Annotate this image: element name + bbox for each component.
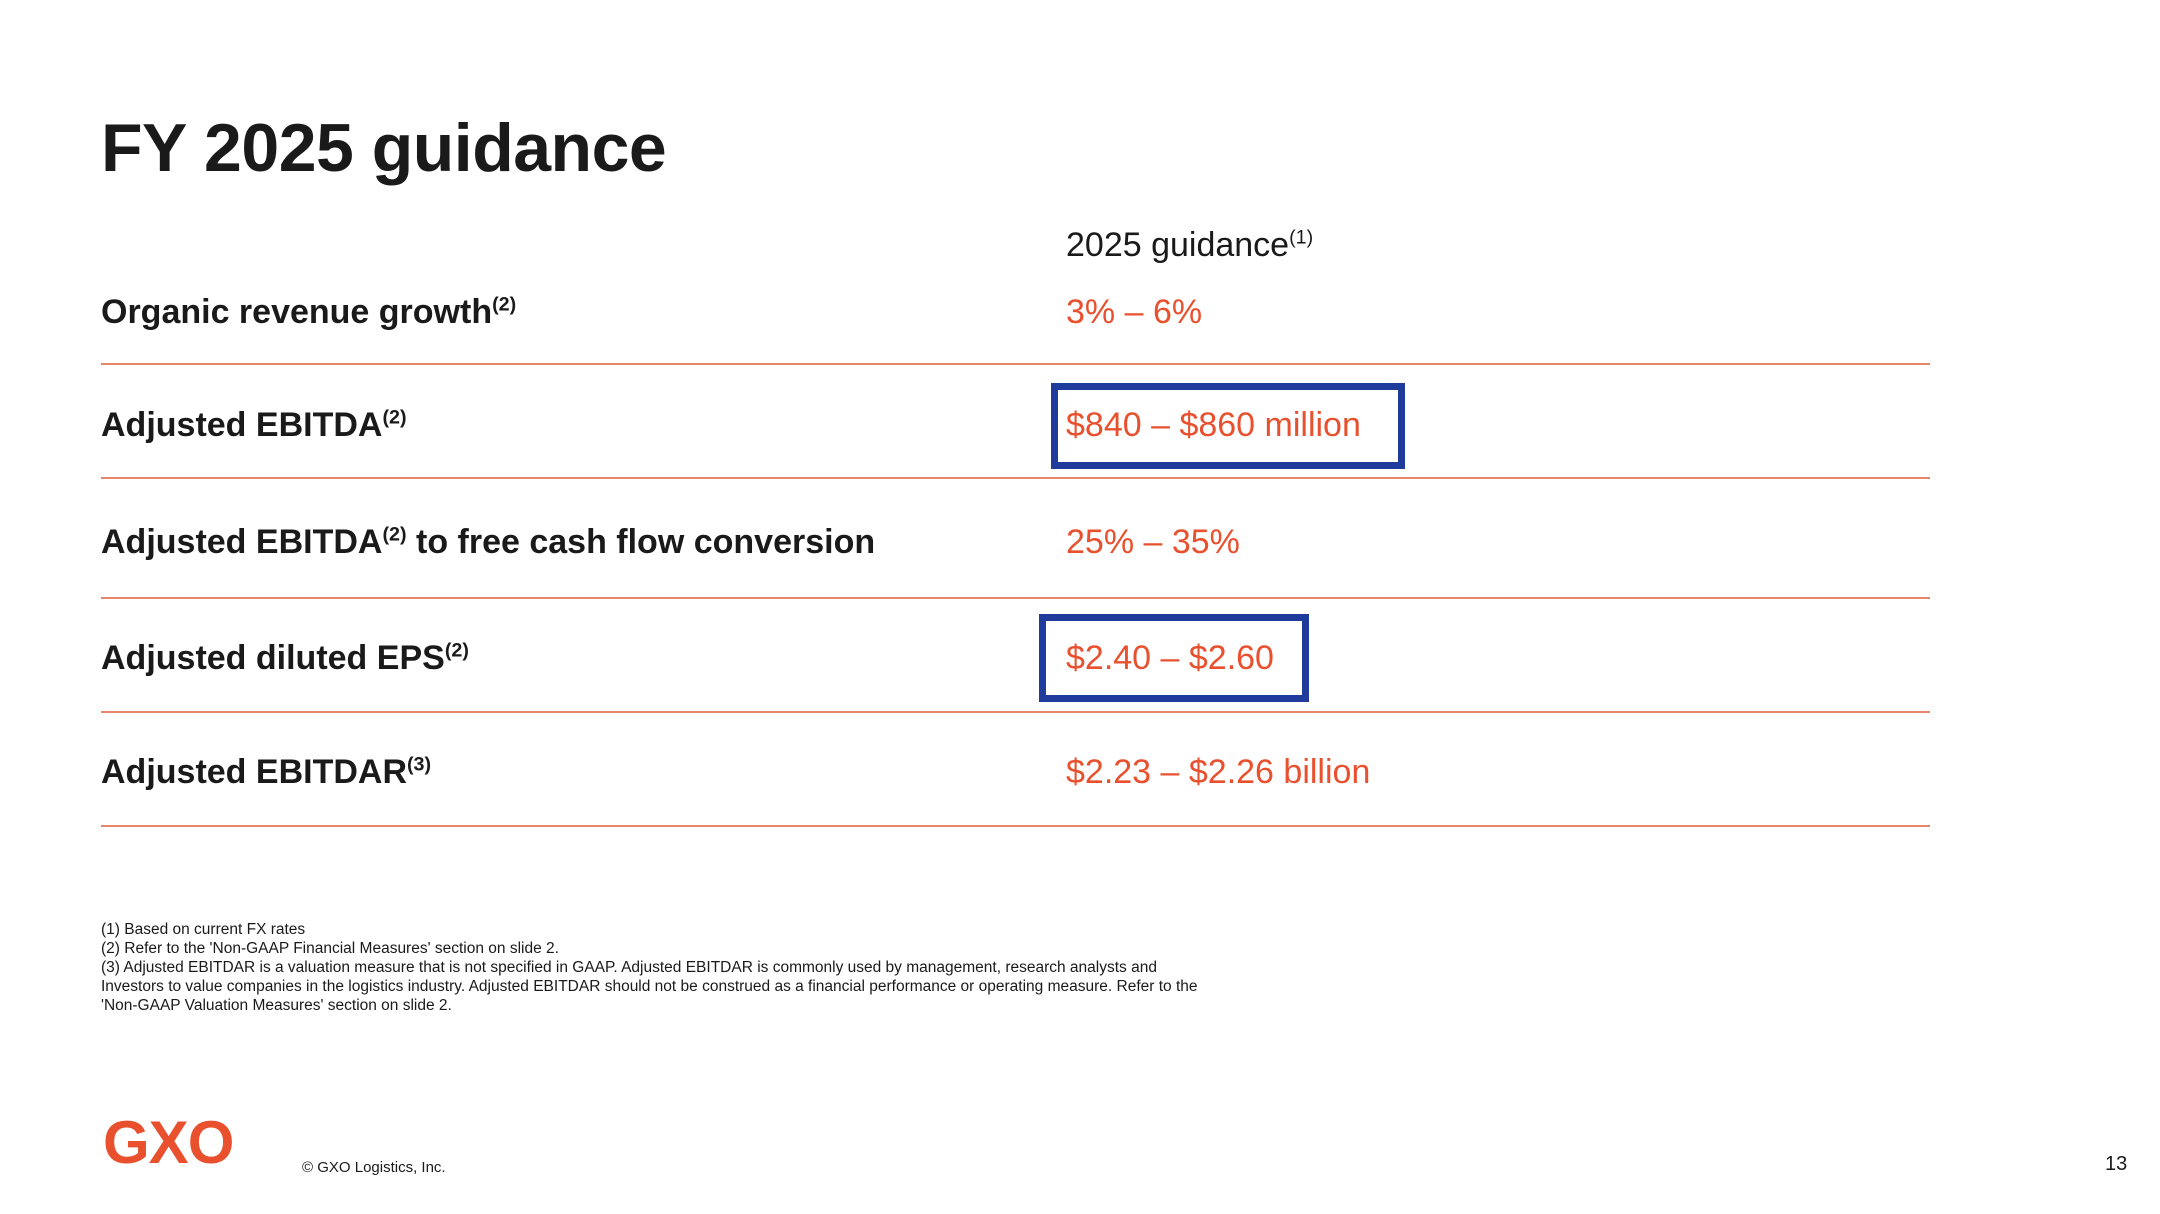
- row-divider: [101, 363, 1930, 365]
- row-label: Adjusted EBITDAR(3): [101, 742, 431, 802]
- page-number: 13: [2105, 1153, 2128, 1175]
- row-footnote-ref: (2): [382, 406, 407, 429]
- row-label-suffix: to free cash flow conversion: [406, 523, 876, 561]
- row-label-text: Adjusted diluted EPS: [101, 639, 445, 677]
- column-header: 2025 guidance(1): [1066, 224, 1313, 266]
- row-label: Adjusted EBITDA(2) to free cash flow con…: [101, 512, 875, 572]
- row-divider: [101, 825, 1930, 827]
- row-label-text: Adjusted EBITDAR: [101, 753, 407, 791]
- table-row: Adjusted EBITDAR(3) $2.23 – $2.26 billio…: [101, 742, 1930, 802]
- footnote-3: (3) Adjusted EBITDAR is a valuation meas…: [101, 959, 1198, 1014]
- row-value: $2.40 – $2.60: [1066, 639, 1274, 677]
- table-row: Organic revenue growth(2) 3% – 6%: [101, 282, 1930, 342]
- table-row: Adjusted diluted EPS(2) $2.40 – $2.60: [101, 628, 1930, 688]
- footnote-1: (1) Based on current FX rates: [101, 921, 306, 938]
- row-footnote-ref: (2): [492, 293, 517, 316]
- footnote-2: (2) Refer to the 'Non-GAAP Financial Mea…: [101, 940, 559, 957]
- row-label-text: Adjusted EBITDA: [101, 523, 383, 561]
- row-footnote-ref: (3): [407, 753, 432, 776]
- column-header-label: 2025 guidance: [1066, 226, 1290, 264]
- row-footnote-ref: (2): [382, 523, 407, 546]
- table-row: Adjusted EBITDA(2) $840 – $860 million: [101, 395, 1930, 455]
- copyright-notice: © GXO Logistics, Inc.: [302, 1159, 446, 1176]
- row-divider: [101, 477, 1930, 479]
- row-value: 3% – 6%: [1066, 293, 1203, 331]
- row-label-text: Organic revenue growth: [101, 293, 493, 331]
- row-label: Adjusted diluted EPS(2): [101, 628, 469, 688]
- eps-highlight-box: [1039, 614, 1309, 702]
- ebitda-highlight-box: [1051, 383, 1405, 469]
- row-label: Organic revenue growth(2): [101, 282, 516, 342]
- row-footnote-ref: (2): [444, 639, 469, 662]
- row-value: $2.23 – $2.26 billion: [1066, 753, 1371, 791]
- row-divider: [101, 711, 1930, 713]
- row-label-text: Adjusted EBITDA: [101, 406, 383, 444]
- footnotes: (1) Based on current FX rates (2) Refer …: [101, 920, 1221, 1015]
- gxo-logo: GXO: [103, 1109, 234, 1176]
- row-value: $840 – $860 million: [1066, 406, 1361, 444]
- row-label: Adjusted EBITDA(2): [101, 395, 407, 455]
- row-divider: [101, 597, 1930, 599]
- row-value: 25% – 35%: [1066, 523, 1240, 561]
- table-row: Adjusted EBITDA(2) to free cash flow con…: [101, 512, 1930, 572]
- slide-title: FY 2025 guidance: [101, 110, 667, 186]
- column-header-footnote-ref: (1): [1289, 226, 1314, 249]
